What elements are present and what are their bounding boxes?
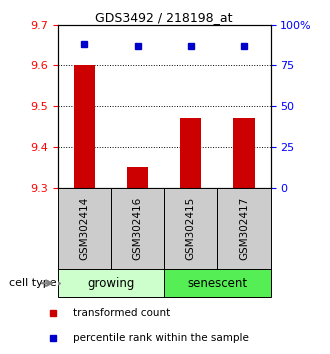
Text: growing: growing	[87, 277, 135, 290]
Text: cell type: cell type	[9, 278, 57, 288]
Bar	[127, 167, 148, 188]
Bar	[58, 269, 164, 297]
Bar	[180, 118, 201, 188]
Bar	[111, 188, 164, 269]
Text: GSM302414: GSM302414	[79, 197, 89, 260]
Bar	[233, 118, 255, 188]
Bar	[164, 269, 271, 297]
Text: GSM302417: GSM302417	[239, 197, 249, 260]
Text: GSM302415: GSM302415	[186, 197, 196, 260]
Bar	[58, 188, 111, 269]
Title: GDS3492 / 218198_at: GDS3492 / 218198_at	[95, 11, 233, 24]
Bar	[74, 65, 95, 188]
Text: transformed count: transformed count	[73, 308, 170, 318]
Text: senescent: senescent	[187, 277, 248, 290]
Text: percentile rank within the sample: percentile rank within the sample	[73, 333, 248, 343]
Bar	[217, 188, 271, 269]
Text: GSM302416: GSM302416	[133, 197, 143, 260]
Bar	[164, 188, 217, 269]
